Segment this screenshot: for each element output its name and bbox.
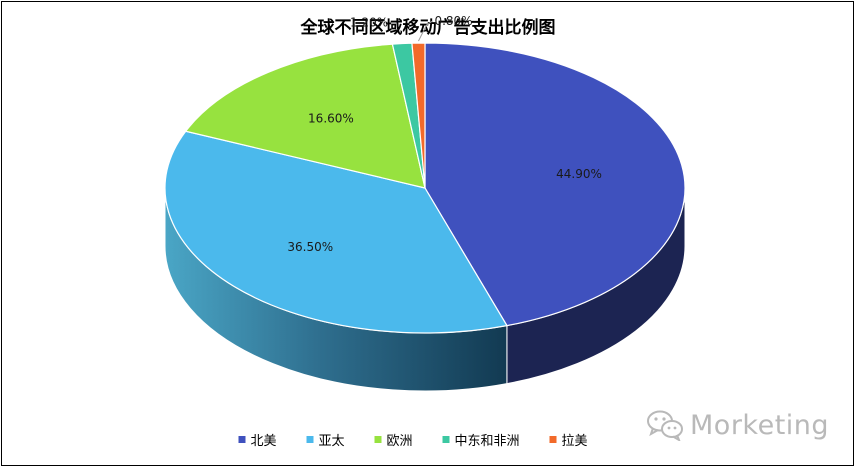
legend-swatch-4 xyxy=(549,436,557,443)
wechat-bubble-icon xyxy=(647,410,683,441)
data-label-0: 44.90% xyxy=(556,167,602,181)
watermark-text: Morketing xyxy=(690,409,830,441)
watermark: Morketing xyxy=(646,408,829,442)
legend-label-3: 中东和非洲 xyxy=(455,434,520,449)
chart-title: 全球不同区域移动广告支出比例图 xyxy=(300,17,556,38)
data-label-1: 36.50% xyxy=(287,240,333,254)
pie-slices xyxy=(164,42,686,392)
legend-label-0: 北美 xyxy=(251,434,277,449)
legend-swatch-1 xyxy=(306,436,314,443)
legend-swatch-3 xyxy=(442,436,450,443)
data-label-4: 0.80% xyxy=(434,14,472,28)
pie-slice-4 xyxy=(411,42,426,189)
legend-swatch-0 xyxy=(238,436,246,443)
data-label-3: 1.20% xyxy=(350,16,388,30)
legend-label-1: 亚太 xyxy=(319,434,345,449)
leader-line-4 xyxy=(418,20,433,42)
legend-label-4: 拉美 xyxy=(562,434,588,449)
legend-swatch-2 xyxy=(374,436,382,443)
data-labels: 44.90% 36.50% 16.60% 1.20% 0.80% xyxy=(287,14,601,254)
legend: 北美 亚太 欧洲 中东和非洲 拉美 xyxy=(238,434,588,449)
pie-slice-2 xyxy=(184,43,426,189)
pie-slice-1 xyxy=(164,130,508,334)
pie-slice-0 xyxy=(424,42,686,327)
data-label-2: 16.60% xyxy=(308,112,354,126)
legend-label-2: 欧洲 xyxy=(387,434,413,449)
